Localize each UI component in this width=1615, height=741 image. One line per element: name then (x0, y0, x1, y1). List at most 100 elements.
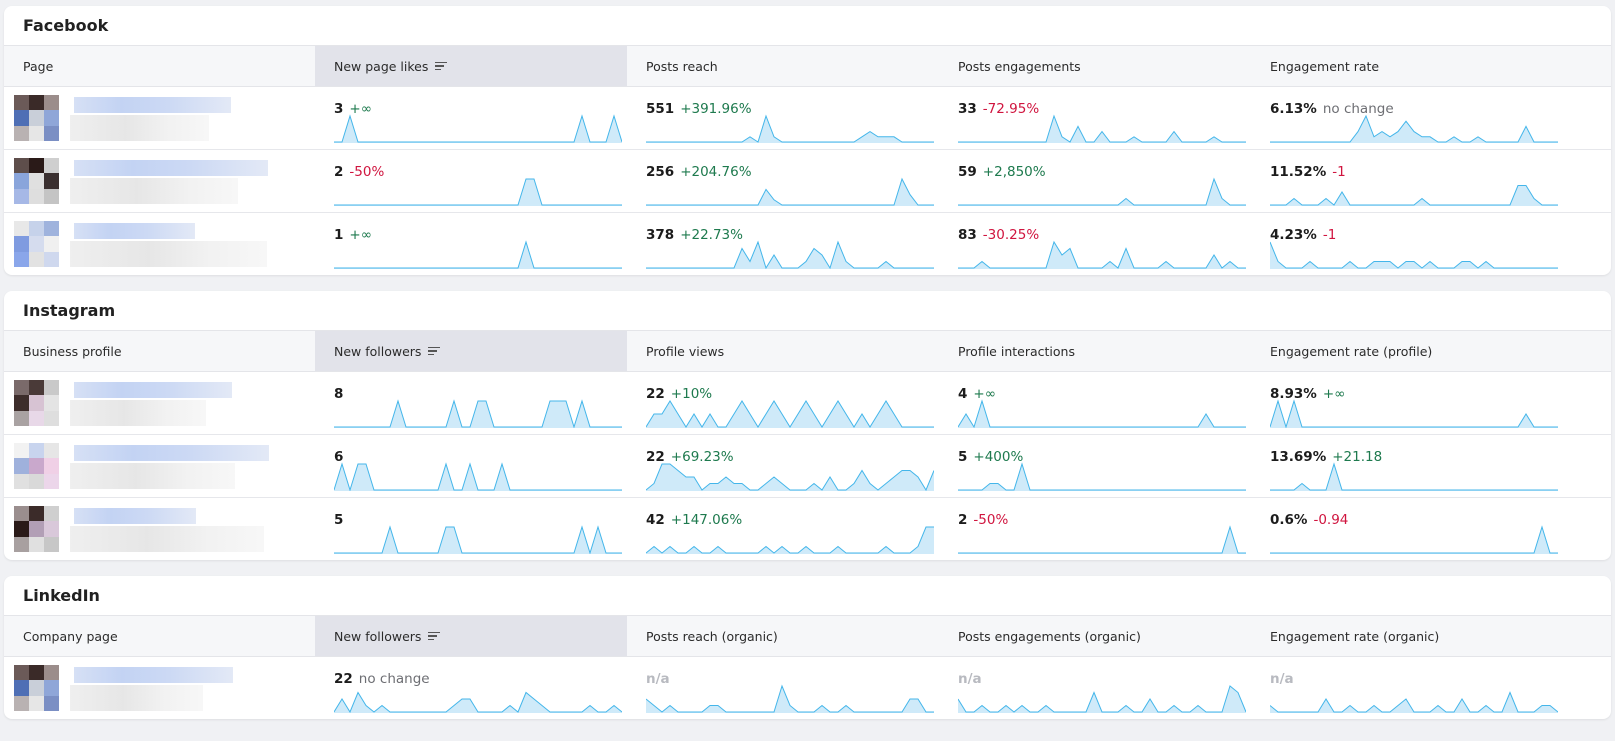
metric-cell: 3 +∞ (315, 87, 627, 149)
sparkline-area (334, 179, 622, 206)
metric-value: 4 +∞ (958, 386, 996, 402)
column-header: Page (4, 46, 315, 86)
table-row: 8 22 +10% 4 +∞ 8.93% +∞ (4, 372, 1611, 435)
profile-cell[interactable] (4, 87, 315, 149)
sparkline-line (646, 463, 934, 491)
metric-number: 8.93% (1270, 386, 1317, 402)
sparkline-line (1270, 114, 1558, 143)
sparkline-line (646, 177, 934, 206)
column-header: Posts engagements (939, 46, 1251, 86)
column-header-label: Business profile (23, 343, 122, 359)
profile-cell[interactable] (4, 372, 315, 434)
profile-subtitle (70, 241, 267, 267)
sort-icon[interactable] (435, 61, 448, 71)
column-header[interactable]: New followers (315, 331, 627, 371)
sort-icon[interactable] (428, 631, 441, 641)
metric-cell: 8 (315, 372, 627, 434)
sparkline-line (958, 240, 1246, 269)
profile-name[interactable] (74, 160, 268, 176)
metric-change: +69.23% (670, 449, 734, 465)
profile-name[interactable] (74, 382, 232, 398)
metric-cell: 13.69% +21.18 (1251, 435, 1611, 497)
column-header-label: Profile interactions (958, 343, 1075, 359)
metric-number: 2 (958, 512, 968, 528)
avatar (14, 158, 59, 204)
profile-name[interactable] (74, 667, 233, 683)
sparkline-line (646, 114, 934, 143)
metric-number: 4 (958, 386, 968, 402)
sparkline-chart (646, 177, 934, 206)
metric-change: +204.76% (680, 164, 752, 180)
sparkline-area (1270, 401, 1558, 428)
metric-change: +∞ (973, 386, 996, 402)
profile-cell[interactable] (4, 213, 315, 275)
metric-cell: 33 -72.95% (939, 87, 1251, 149)
metric-value: 3 +∞ (334, 101, 372, 117)
column-header-label: Engagement rate (organic) (1270, 628, 1440, 644)
sparkline-line (958, 399, 1246, 428)
sparkline-line (1270, 185, 1558, 206)
column-header[interactable]: New followers (315, 616, 627, 656)
avatar (14, 443, 59, 489)
column-header: Posts engagements (organic) (939, 616, 1251, 656)
table-row: 5 42 +147.06% 2 -50% 0.6% -0.94 (4, 498, 1611, 560)
metric-change: +391.96% (680, 101, 752, 117)
metric-value: 11.52% -1 (1270, 164, 1346, 180)
sparkline-area (334, 401, 622, 428)
table-header: Company page New followers Posts reach (or… (4, 615, 1611, 657)
sparkline-chart (1270, 241, 1558, 269)
metric-cell: 0.6% -0.94 (1251, 498, 1611, 560)
metric-change: -50% (973, 512, 1009, 528)
metric-number: 22 (646, 449, 665, 465)
profile-cell[interactable] (4, 657, 315, 719)
sparkline-line (334, 114, 622, 143)
sparkline-chart (1270, 525, 1558, 554)
metric-number: 11.52% (1270, 164, 1327, 180)
sparkline-chart (646, 463, 934, 491)
sparkline-line (1270, 691, 1558, 713)
metric-value: 22 +10% (646, 386, 712, 402)
sparkline-line (1270, 399, 1558, 428)
profile-subtitle (70, 400, 206, 426)
metric-number: n/a (1270, 671, 1294, 687)
column-header[interactable]: New page likes (315, 46, 627, 86)
metric-cell: 378 +22.73% (627, 213, 939, 275)
metric-value: 5 (334, 512, 343, 528)
sparkline-area (646, 179, 934, 206)
profile-cell[interactable] (4, 435, 315, 497)
metric-change: no change (1322, 101, 1394, 117)
metric-cell: 2 -50% (939, 498, 1251, 560)
profile-cell[interactable] (4, 498, 315, 560)
sparkline-chart (334, 525, 622, 554)
sparkline-line (334, 525, 622, 554)
metric-number: n/a (958, 671, 982, 687)
sparkline-chart (958, 114, 1246, 143)
sparkline-line (1270, 462, 1558, 491)
metric-value: 0.6% -0.94 (1270, 512, 1348, 528)
column-header-label: Posts reach (646, 58, 718, 74)
metric-change: +10% (670, 386, 713, 402)
metric-cell: 4 +∞ (939, 372, 1251, 434)
column-header: Profile interactions (939, 331, 1251, 371)
metric-value: 13.69% +21.18 (1270, 449, 1382, 465)
metric-change: +147.06% (670, 512, 743, 528)
table-row: 1 +∞ 378 +22.73% 83 -30.25% 4.23% -1 (4, 213, 1611, 275)
metric-value: 6 (334, 449, 343, 465)
metric-number: 551 (646, 101, 675, 117)
sparkline-chart (958, 525, 1246, 554)
column-header-label: Page (23, 58, 54, 74)
profile-name[interactable] (74, 97, 231, 113)
sparkline-chart (334, 178, 622, 206)
profile-cell[interactable] (4, 150, 315, 212)
profile-name[interactable] (74, 508, 196, 524)
profile-name[interactable] (74, 445, 269, 461)
metric-change: -1 (1332, 164, 1346, 180)
sparkline-chart (1270, 691, 1558, 713)
sort-icon[interactable] (428, 346, 441, 356)
sparkline-line (646, 684, 934, 713)
metric-number: 13.69% (1270, 449, 1327, 465)
column-header-label: New page likes (334, 58, 429, 74)
profile-name[interactable] (74, 223, 195, 239)
avatar (14, 95, 59, 141)
metric-cell: 22 +10% (627, 372, 939, 434)
